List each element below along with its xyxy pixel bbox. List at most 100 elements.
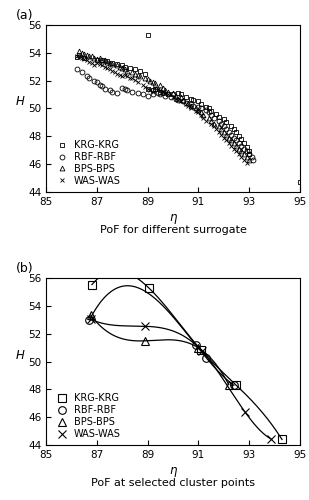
WAS-WAS xyxy=(151,88,154,94)
WAS-WAS xyxy=(75,52,78,59)
KRG-KRG xyxy=(90,282,94,288)
KRG-KRG xyxy=(245,144,248,150)
KRG-KRG xyxy=(217,114,221,119)
KRG-KRG xyxy=(138,68,142,74)
Line: RBF-RBF: RBF-RBF xyxy=(86,316,238,389)
KRG-KRG xyxy=(78,52,81,58)
WAS-WAS xyxy=(243,410,247,416)
KRG-KRG xyxy=(204,104,208,110)
KRG-KRG xyxy=(151,88,154,94)
RBF-RBF xyxy=(204,354,208,360)
KRG-KRG xyxy=(110,60,114,66)
KRG-KRG xyxy=(199,347,203,353)
KRG-KRG xyxy=(161,90,165,96)
KRG-KRG xyxy=(176,90,180,96)
WAS-WAS xyxy=(242,156,246,162)
BPS-BPS xyxy=(194,106,198,112)
WAS-WAS xyxy=(118,72,122,78)
KRG-KRG xyxy=(242,140,246,146)
KRG-KRG xyxy=(121,62,124,68)
KRG-KRG xyxy=(222,116,226,122)
KRG-KRG xyxy=(192,97,195,103)
KRG-KRG xyxy=(179,92,183,98)
RBF-RBF xyxy=(87,317,91,323)
BPS-BPS xyxy=(224,132,228,138)
KRG-KRG xyxy=(95,56,99,62)
KRG-KRG xyxy=(146,86,150,92)
KRG-KRG xyxy=(239,136,243,142)
WAS-WAS xyxy=(245,160,248,166)
KRG-KRG xyxy=(159,88,162,94)
KRG-KRG xyxy=(154,86,157,92)
Text: (a): (a) xyxy=(16,8,33,22)
Line: RBF-RBF: RBF-RBF xyxy=(74,67,255,162)
KRG-KRG xyxy=(235,382,238,388)
KRG-KRG xyxy=(105,58,109,64)
WAS-WAS xyxy=(269,436,273,442)
Text: PoF for different surrogate: PoF for different surrogate xyxy=(99,225,247,235)
KRG-KRG xyxy=(230,124,233,130)
KRG-KRG xyxy=(184,94,188,100)
Text: (b): (b) xyxy=(16,262,34,275)
Line: WAS-WAS: WAS-WAS xyxy=(74,53,249,165)
RBF-RBF xyxy=(250,154,253,160)
Legend: KRG-KRG, RBF-RBF, BPS-BPS, WAS-WAS: KRG-KRG, RBF-RBF, BPS-BPS, WAS-WAS xyxy=(51,139,121,187)
KRG-KRG xyxy=(83,56,86,62)
WAS-WAS xyxy=(156,86,160,92)
RBF-RBF xyxy=(217,118,221,124)
Line: WAS-WAS: WAS-WAS xyxy=(87,316,274,442)
Legend: KRG-KRG, RBF-RBF, BPS-BPS, WAS-WAS: KRG-KRG, RBF-RBF, BPS-BPS, WAS-WAS xyxy=(51,392,121,440)
BPS-BPS xyxy=(110,61,114,67)
KRG-KRG xyxy=(75,54,78,60)
X-axis label: $\eta$: $\eta$ xyxy=(168,212,178,226)
KRG-KRG xyxy=(247,151,251,157)
KRG-KRG xyxy=(146,32,150,38)
Line: KRG-KRG: KRG-KRG xyxy=(88,281,286,444)
RBF-RBF xyxy=(136,90,139,96)
Y-axis label: $H$: $H$ xyxy=(15,96,25,108)
KRG-KRG xyxy=(171,92,175,98)
KRG-KRG xyxy=(232,126,236,132)
Y-axis label: $H$: $H$ xyxy=(15,348,25,362)
KRG-KRG xyxy=(224,119,228,125)
KRG-KRG xyxy=(199,101,203,107)
BPS-BPS xyxy=(197,345,200,351)
KRG-KRG xyxy=(214,111,218,117)
Text: PoF at selected cluster points: PoF at selected cluster points xyxy=(91,478,255,488)
BPS-BPS xyxy=(242,151,246,157)
Line: BPS-BPS: BPS-BPS xyxy=(77,49,252,162)
KRG-KRG xyxy=(116,61,119,67)
KRG-KRG xyxy=(128,65,132,71)
WAS-WAS xyxy=(200,348,204,354)
RBF-RBF xyxy=(251,156,255,162)
KRG-KRG xyxy=(237,133,241,139)
KRG-KRG xyxy=(280,436,284,442)
BPS-BPS xyxy=(227,382,231,388)
KRG-KRG xyxy=(298,179,302,185)
BPS-BPS xyxy=(116,62,119,68)
BPS-BPS xyxy=(207,115,210,121)
KRG-KRG xyxy=(123,64,127,70)
KRG-KRG xyxy=(100,58,104,64)
KRG-KRG xyxy=(189,96,193,102)
BPS-BPS xyxy=(247,156,251,162)
Line: BPS-BPS: BPS-BPS xyxy=(87,312,233,388)
KRG-KRG xyxy=(207,106,210,112)
BPS-BPS xyxy=(89,312,93,318)
WAS-WAS xyxy=(123,72,127,78)
RBF-RBF xyxy=(116,90,119,96)
KRG-KRG xyxy=(235,129,238,135)
KRG-KRG xyxy=(197,98,200,104)
KRG-KRG xyxy=(133,66,137,72)
WAS-WAS xyxy=(89,316,93,322)
BPS-BPS xyxy=(78,48,81,54)
KRG-KRG xyxy=(247,148,251,154)
X-axis label: $\eta$: $\eta$ xyxy=(168,466,178,479)
RBF-RBF xyxy=(232,382,236,388)
Line: KRG-KRG: KRG-KRG xyxy=(74,32,302,184)
KRG-KRG xyxy=(147,285,151,291)
KRG-KRG xyxy=(209,108,213,114)
RBF-RBF xyxy=(194,342,198,348)
WAS-WAS xyxy=(194,108,198,114)
BPS-BPS xyxy=(143,338,147,344)
